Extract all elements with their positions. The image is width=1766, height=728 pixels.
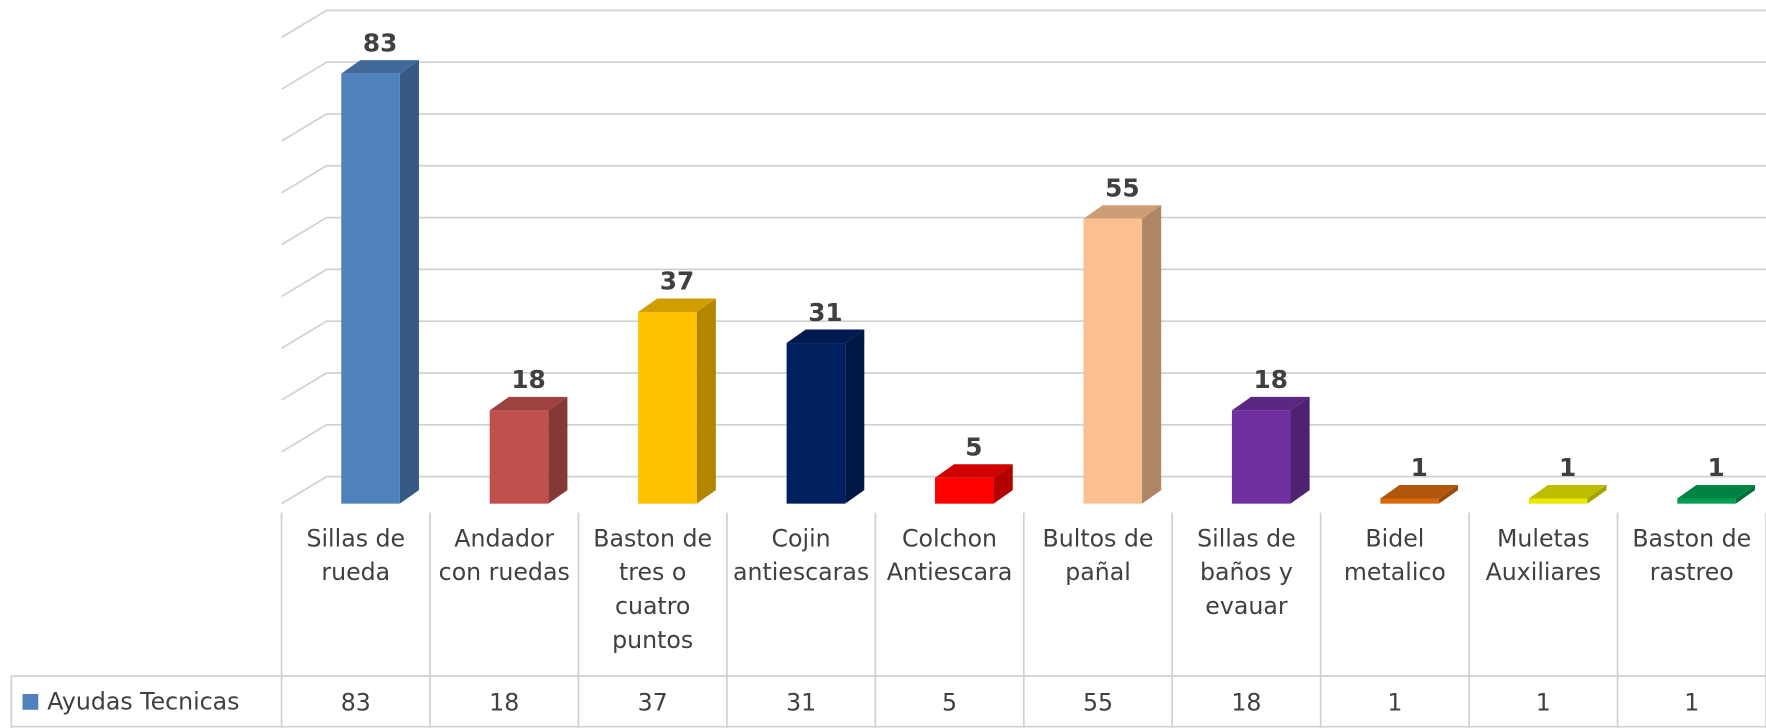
bar [490, 410, 549, 503]
page: 8318373155518111Sillas de rueda83Andador… [0, 0, 1766, 728]
grid-line [282, 114, 1766, 141]
category-cell: Colchon Antiescara [875, 519, 1023, 676]
x-tick-label: Colchon Antiescara [875, 519, 1023, 591]
category-cell: Sillas de baños y evauar [1172, 519, 1320, 676]
value-label: 5 [965, 432, 982, 461]
bar [1380, 498, 1439, 503]
bar [1677, 498, 1736, 503]
chart: 8318373155518111Sillas de rueda83Andador… [0, 0, 1766, 728]
table-value: 1 [1387, 689, 1402, 717]
grid-line [282, 62, 1766, 89]
x-tick-label: Baston de rastreo [1618, 519, 1766, 591]
value-label: 55 [1105, 173, 1139, 202]
x-tick-label: Bidel metalico [1321, 519, 1469, 591]
category-cell: Sillas de rueda [282, 519, 430, 676]
legend-label: Ayudas Tecnicas [47, 688, 239, 716]
table-value: 18 [1231, 689, 1261, 717]
table-value: 37 [638, 689, 668, 717]
bar-side [697, 298, 716, 503]
table-value: 5 [942, 689, 957, 717]
table-value: 1 [1536, 689, 1551, 717]
bar-side [400, 60, 419, 504]
table-value: 55 [1083, 689, 1113, 717]
category-cell: Baston de tres o cuatro puntos [578, 519, 726, 676]
bar [341, 74, 400, 504]
value-label: 83 [363, 28, 397, 57]
value-label: 1 [1411, 453, 1428, 482]
x-tick-label: Muletas Auxiliares [1469, 519, 1617, 591]
table-value: 83 [341, 689, 371, 717]
value-label: 1 [1559, 453, 1576, 482]
bar [638, 312, 697, 504]
table-value: 1 [1684, 689, 1699, 717]
grid-line [282, 166, 1766, 193]
category-cell: Baston de rastreo [1618, 519, 1766, 676]
table-value: 31 [786, 689, 816, 717]
grid-line [282, 269, 1766, 296]
category-cell: Bultos de pañal [1024, 519, 1172, 676]
x-tick-label: Andador con ruedas [430, 519, 578, 591]
grid-line [282, 218, 1766, 245]
x-tick-label: Sillas de rueda [282, 519, 430, 591]
grid-line [282, 321, 1766, 348]
value-label: 31 [808, 298, 842, 327]
bar [935, 478, 994, 504]
bar [787, 343, 846, 504]
category-cell: Muletas Auxiliares [1469, 519, 1617, 676]
bar-side [1142, 205, 1161, 503]
x-tick-label: Bultos de pañal [1024, 519, 1172, 591]
value-label: 18 [1254, 365, 1288, 394]
bar-side [548, 397, 567, 504]
x-tick-label: Cojin antiescaras [727, 519, 875, 591]
grid-line [282, 10, 1766, 37]
x-tick-label: Sillas de baños y evauar [1172, 519, 1320, 625]
value-label: 18 [511, 365, 545, 394]
value-label: 1 [1707, 453, 1724, 482]
bar-side [845, 330, 864, 504]
bar [1529, 498, 1588, 503]
x-tick-label: Baston de tres o cuatro puntos [578, 519, 726, 659]
category-cell: Cojin antiescaras [727, 519, 875, 676]
bar [1083, 219, 1142, 504]
value-label: 37 [660, 267, 694, 296]
grid-line [282, 373, 1766, 400]
table-value: 18 [489, 689, 519, 717]
category-cell: Bidel metalico [1321, 519, 1469, 676]
bar-side [1290, 397, 1309, 504]
legend-swatch [23, 694, 39, 710]
bar [1232, 410, 1291, 503]
category-cell: Andador con ruedas [430, 519, 578, 676]
